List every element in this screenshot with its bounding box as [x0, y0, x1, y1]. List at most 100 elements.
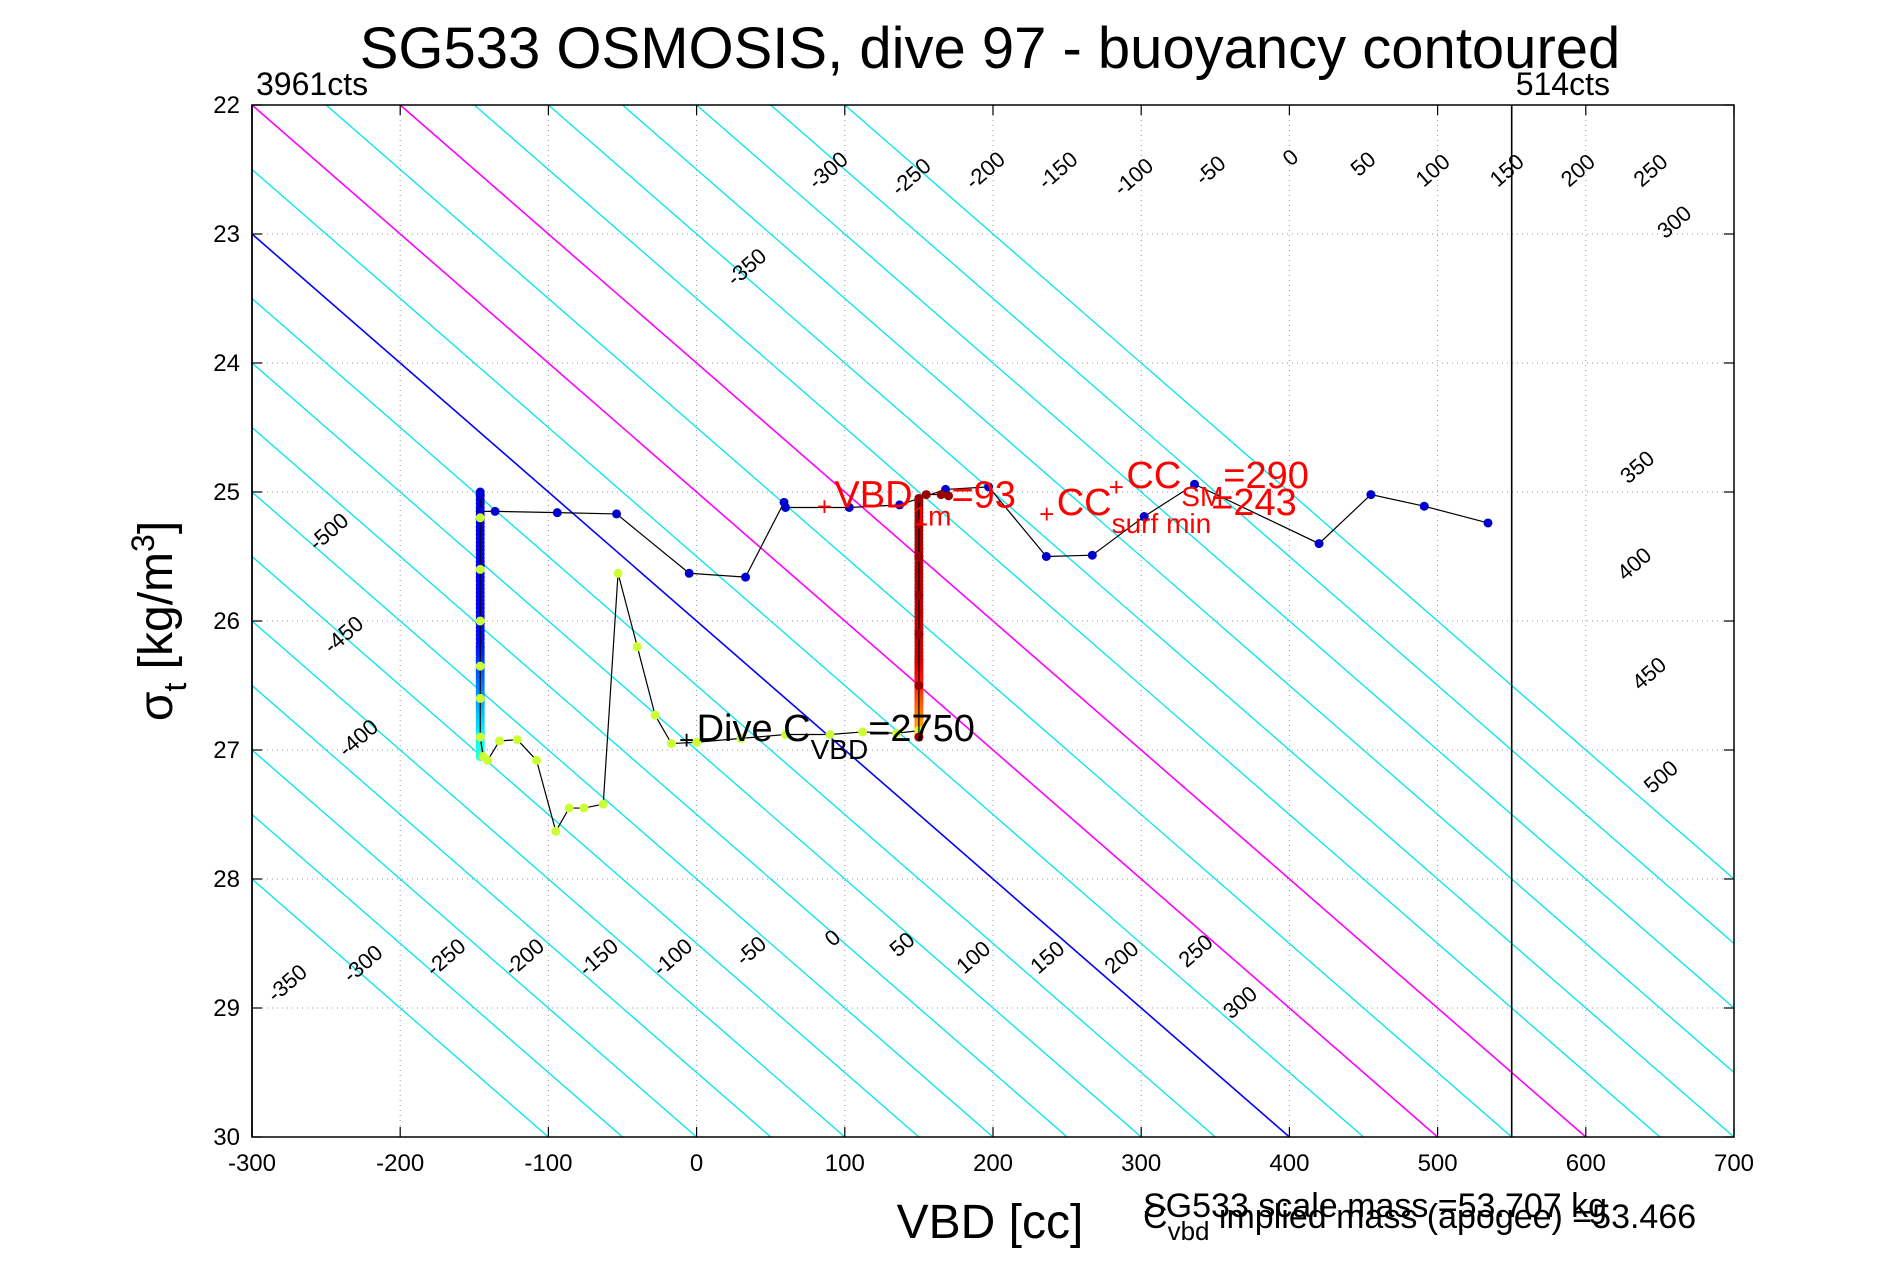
y-tick-label: 30 — [213, 1124, 240, 1151]
annotation-subscript: surf min — [1112, 508, 1212, 539]
y-tick-label: 22 — [213, 92, 240, 119]
series-point — [632, 642, 642, 652]
x-tick-label: 700 — [1714, 1150, 1754, 1177]
y-tick-label: 29 — [213, 995, 240, 1022]
annotation-cc-surf-min: CCsurf min=243 — [1057, 482, 1297, 539]
contour-line — [844, 105, 1734, 880]
x-tick-label: 400 — [1269, 1150, 1309, 1177]
y-axis-label-close: ] — [130, 521, 183, 534]
chart-annotations: + VBD1m=93 + CCSM=290+ CCsurf min=243+ Dive C… — [679, 455, 1309, 765]
series-point — [475, 693, 485, 703]
y-tick-label: 27 — [213, 737, 240, 764]
y-axis-label-sup: 3 — [125, 534, 161, 552]
series-point — [984, 482, 994, 492]
series-line — [479, 517, 919, 833]
x-tick-label: -300 — [228, 1150, 276, 1177]
x-tick-label: 200 — [973, 1150, 1013, 1177]
annotation-cc-sm: CCSM=290 — [1126, 455, 1308, 512]
series-point — [1087, 550, 1097, 560]
annotation-marker: + — [1039, 499, 1054, 529]
vbd-limit-label: 3961cts — [256, 66, 368, 102]
contour-line — [252, 362, 1142, 1137]
series-point — [914, 493, 924, 503]
series-point — [650, 710, 660, 720]
series-point — [1139, 512, 1149, 522]
annotation-marker: + — [679, 725, 694, 755]
x-tick-label: -200 — [376, 1150, 424, 1177]
contour-line — [252, 168, 1364, 1137]
series-point — [483, 755, 493, 765]
series-point — [1190, 479, 1200, 489]
series-point — [475, 564, 485, 574]
contour-line — [547, 105, 1734, 1137]
y-axis-ticks: 22 23 24 25 26 27 28 29 30 — [213, 92, 1734, 1151]
y-tick-label: 28 — [213, 866, 240, 893]
series-point — [475, 506, 485, 516]
series-point — [475, 661, 485, 671]
series-point — [741, 572, 751, 582]
series-point — [944, 491, 954, 501]
contour-line — [252, 105, 1439, 1137]
annotation-value: =2750 — [868, 708, 975, 750]
contour-line — [622, 105, 1734, 1074]
annotation-text: CC — [1126, 455, 1181, 497]
series-point — [552, 508, 562, 518]
series-point — [551, 826, 561, 836]
footer-scale-mass: SG533 scale mass =53.707 kg — [1143, 1187, 1607, 1225]
annotation-value: =93 — [951, 474, 1015, 516]
annotation-marker: + — [1109, 472, 1124, 502]
contour-line — [252, 555, 920, 1137]
series-point — [579, 803, 589, 813]
series-line — [918, 493, 949, 738]
series-point — [613, 568, 623, 578]
contour-line — [252, 878, 549, 1137]
series-point — [666, 739, 676, 749]
series-point — [598, 799, 608, 809]
footer-implied-mass-rest: implied mass (apogee) =53.466 — [1209, 1198, 1696, 1236]
y-axis-label: σt [kg/m3] — [125, 521, 193, 721]
contour-line — [473, 105, 1661, 1137]
contour-line — [252, 232, 1290, 1137]
series-point — [914, 552, 924, 561]
series-point — [490, 506, 500, 516]
annotation-value: =290 — [1223, 455, 1309, 497]
series-point — [858, 727, 868, 737]
series-point — [692, 737, 702, 747]
y-axis-label-sub: t — [157, 683, 193, 692]
series-point — [921, 490, 931, 500]
series-point — [1419, 501, 1429, 511]
contour-line — [252, 749, 698, 1137]
series-point — [475, 490, 485, 500]
series-point — [475, 513, 485, 523]
annotation-subscript: 1m — [913, 500, 952, 531]
vbd-limit-label: 514cts — [1516, 66, 1610, 102]
series-point — [475, 616, 485, 626]
x-tick-label: 100 — [825, 1150, 865, 1177]
dive-profile-series — [475, 479, 1493, 836]
annotation-text: Dive C — [697, 708, 811, 750]
series-point — [844, 502, 854, 512]
chart-title: SG533 OSMOSIS, dive 97 - buoyancy contou… — [360, 16, 1621, 81]
footer-implied-mass-base: C — [1143, 1198, 1168, 1236]
y-tick-label: 25 — [213, 479, 240, 506]
series-point — [564, 803, 574, 813]
series-point — [532, 755, 542, 765]
contour-line — [252, 491, 994, 1137]
contour-line — [399, 105, 1587, 1137]
x-axis-ticks: -300 -200 -100 0 100 200 300 400 500 600 700 — [228, 105, 1754, 1177]
contour-line — [696, 105, 1734, 1009]
annotation-marker: + — [817, 491, 832, 521]
x-tick-label: 300 — [1121, 1150, 1161, 1177]
y-axis-label-rest: [kg/m — [130, 552, 183, 683]
y-tick-label: 26 — [213, 608, 240, 635]
annotation-dive-cvbd: Dive CVBD=2750 — [697, 708, 975, 765]
annotation-vbd-1m: VBD1m=93 — [834, 474, 1016, 531]
series-point — [1366, 490, 1376, 500]
series-point — [684, 568, 694, 578]
x-tick-label: -100 — [524, 1150, 572, 1177]
x-tick-label: 0 — [690, 1150, 703, 1177]
series-point — [736, 733, 746, 743]
contour-line — [252, 684, 772, 1137]
x-tick-label: 500 — [1418, 1150, 1458, 1177]
